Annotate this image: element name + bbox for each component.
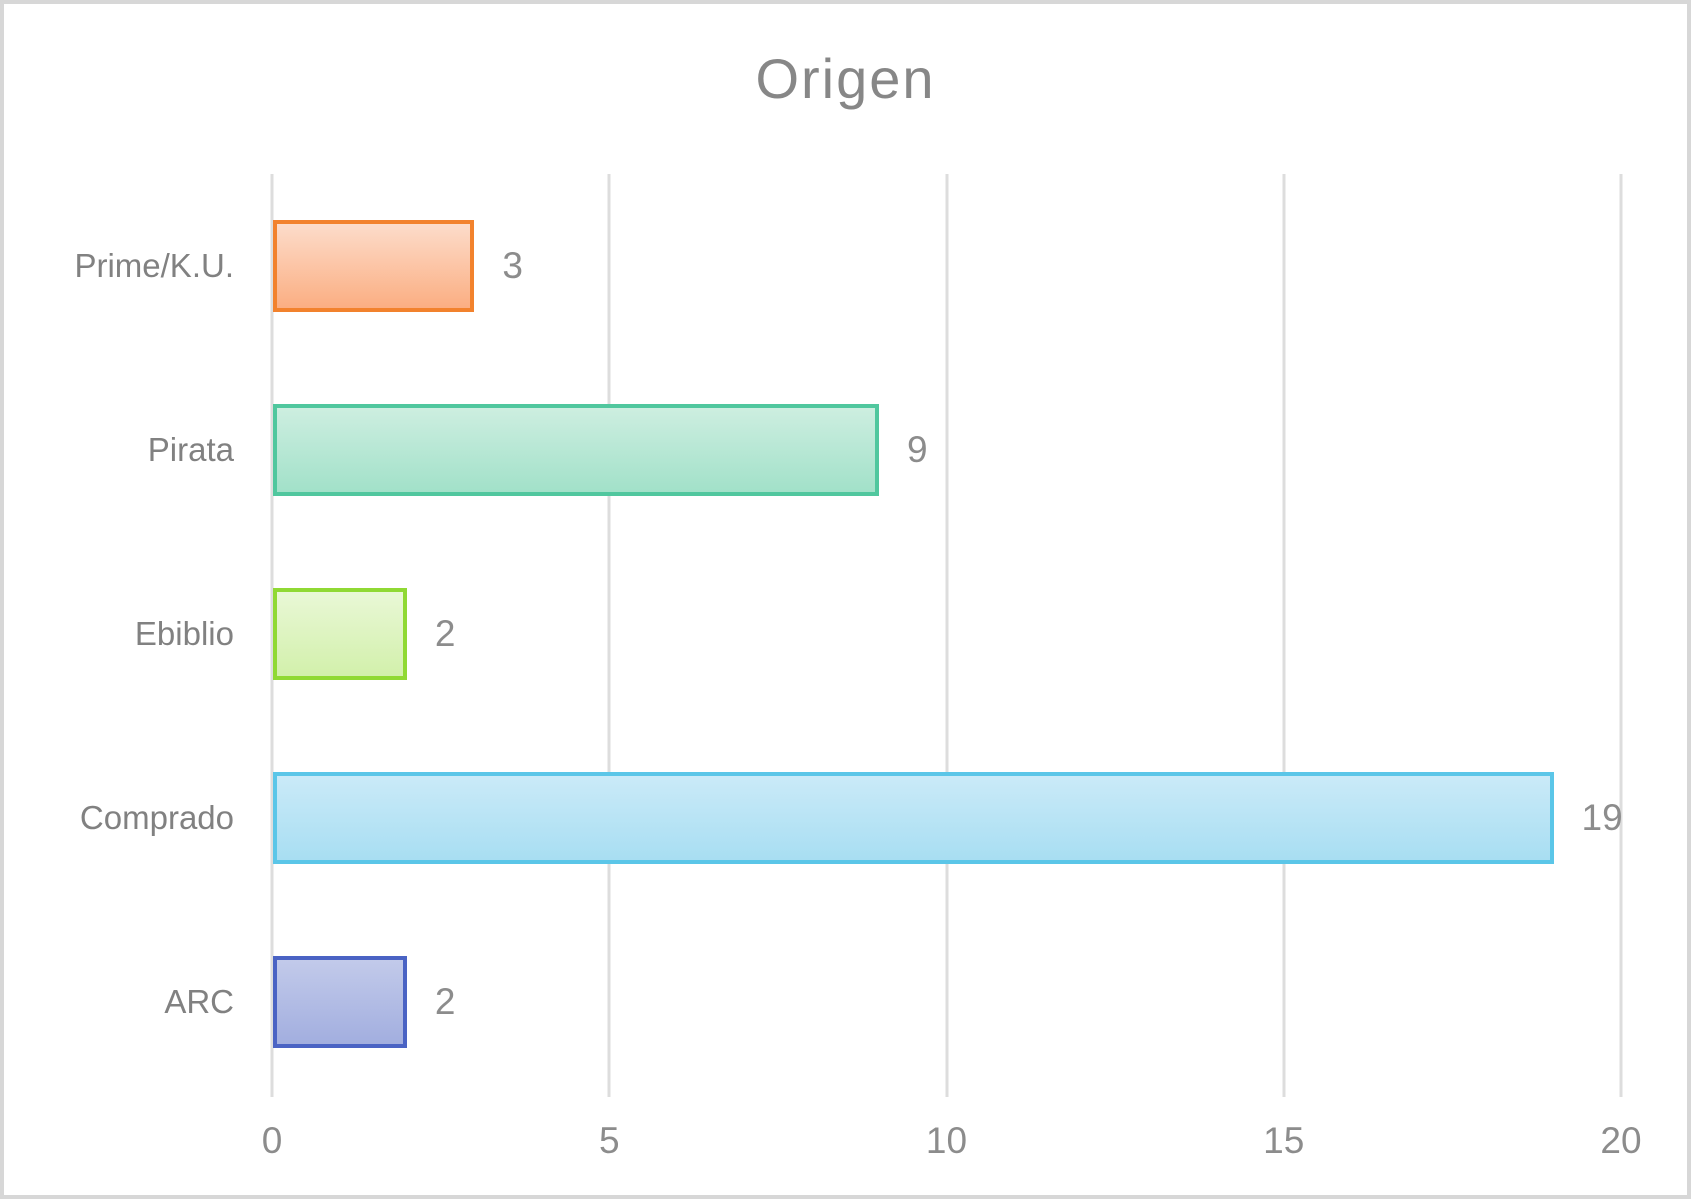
bar-row-comprado: 19 xyxy=(272,726,1623,910)
gridline-x-15 xyxy=(1282,174,1286,1097)
gridline-x-5 xyxy=(607,174,611,1097)
bar-row-prime-k-u-: 3 xyxy=(272,174,1621,358)
gridline-x-20 xyxy=(1619,174,1623,1097)
bar-pirata[interactable] xyxy=(273,404,880,496)
bar-row-arc: 2 xyxy=(272,910,1621,1094)
bar-row-ebiblio: 2 xyxy=(272,542,1621,726)
y-axis-category-labels: Prime/K.U. Pirata Ebiblio Comprado ARC xyxy=(4,174,234,1094)
bar-ebiblio[interactable] xyxy=(273,588,407,680)
x-tick-label-10: 10 xyxy=(925,1120,968,1161)
x-tick-label-5: 5 xyxy=(598,1120,620,1161)
plot-area: 3 9 2 19 2 xyxy=(270,174,1623,1097)
bar-value-label: 2 xyxy=(434,613,456,654)
x-axis-tick-labels: 0 5 10 15 20 xyxy=(262,1120,1642,1170)
x-tick-label-15: 15 xyxy=(1263,1120,1305,1161)
bar-row-pirata: 9 xyxy=(272,358,1621,542)
gridline-x-0 xyxy=(270,174,274,1097)
gridline-x-10 xyxy=(945,174,948,1097)
bar-value-label: 19 xyxy=(1581,797,1623,838)
category-label-pirata: Pirata xyxy=(147,431,234,468)
bar-arc[interactable] xyxy=(273,956,407,1048)
bar-value-label: 9 xyxy=(907,429,928,470)
bar-value-label: 2 xyxy=(434,981,456,1022)
x-tick-label-0: 0 xyxy=(261,1120,283,1161)
category-label-prime-k-u-: Prime/K.U. xyxy=(74,247,234,284)
chart-title: Origen xyxy=(755,47,936,110)
category-label-comprado: Comprado xyxy=(79,799,234,836)
bar-comprado[interactable] xyxy=(273,772,1554,864)
bar-prime-k-u-[interactable] xyxy=(273,220,475,312)
category-label-arc: ARC xyxy=(164,983,234,1020)
x-tick-label-20: 20 xyxy=(1600,1120,1642,1161)
category-label-ebiblio: Ebiblio xyxy=(134,615,234,652)
bar-value-label: 3 xyxy=(502,245,523,286)
